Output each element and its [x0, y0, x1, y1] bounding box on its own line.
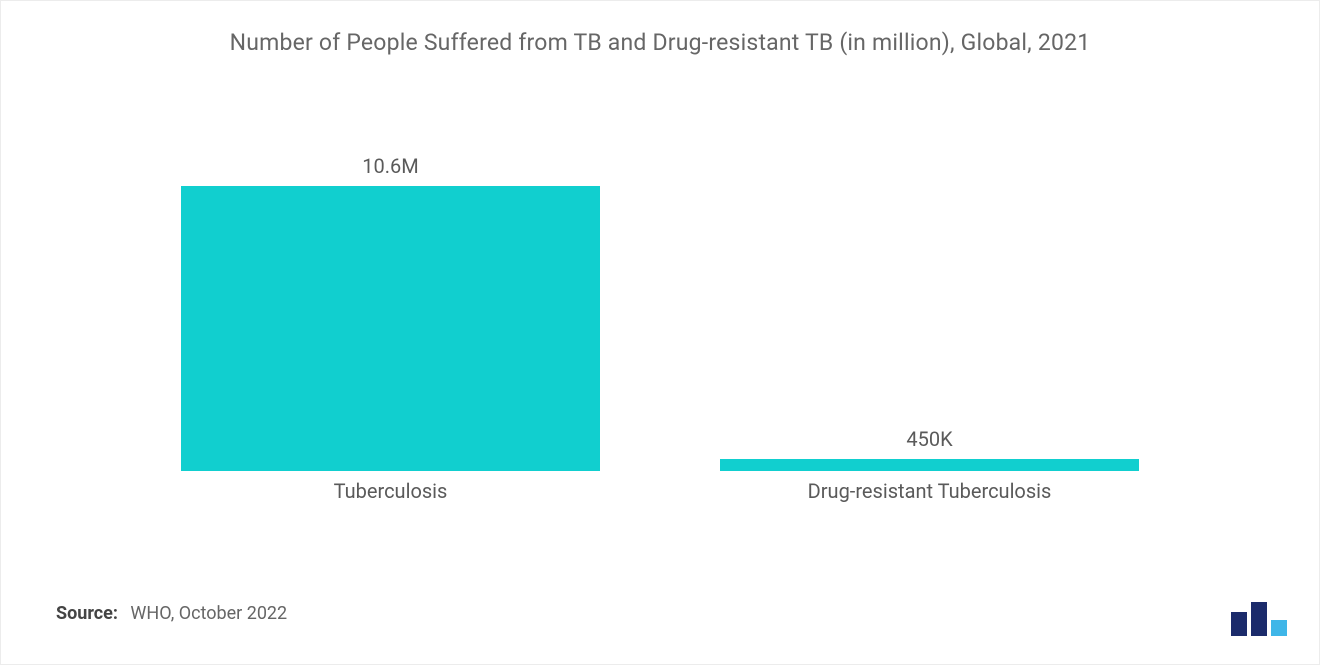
- x-label-tb: Tuberculosis: [121, 479, 660, 503]
- bar-slot-tb: 10.6M: [121, 141, 660, 471]
- bar-slot-drtb: 450K: [660, 141, 1199, 471]
- plot-area: 10.6M 450K: [121, 141, 1199, 471]
- bar-value-tb: 10.6M: [362, 154, 418, 178]
- x-label-drtb: Drug-resistant Tuberculosis: [660, 479, 1199, 503]
- source-line: Source: WHO, October 2022: [56, 603, 287, 624]
- bar-value-drtb: 450K: [906, 427, 952, 451]
- source-text: WHO, October 2022: [130, 603, 287, 624]
- bar-tb: [181, 186, 600, 471]
- bar-drtb: [720, 459, 1139, 471]
- source-label: Source:: [56, 603, 118, 624]
- chart-title: Number of People Suffered from TB and Dr…: [1, 1, 1319, 56]
- brand-logo-icon: [1231, 602, 1289, 636]
- x-axis-labels: Tuberculosis Drug-resistant Tuberculosis: [121, 479, 1199, 503]
